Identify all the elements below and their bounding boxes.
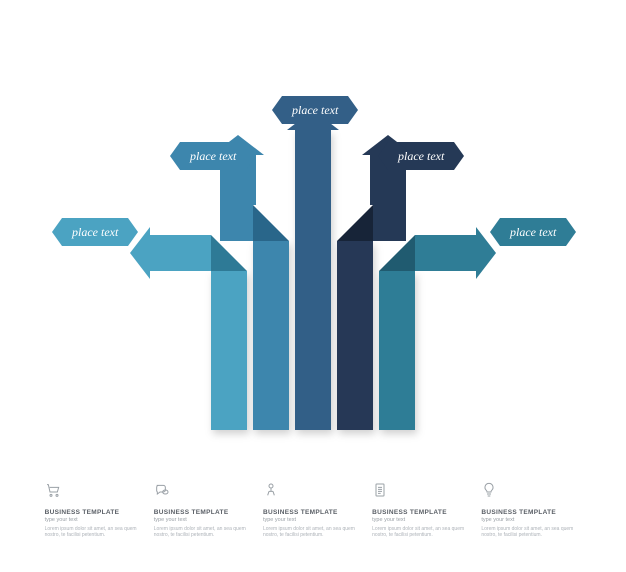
footer-title: BUSINESS TEMPLATE (45, 509, 145, 516)
footer-subtitle: type your text (45, 517, 145, 523)
badge-label: place text (510, 225, 556, 240)
footer-title: BUSINESS TEMPLATE (481, 509, 581, 516)
footer-title: BUSINESS TEMPLATE (154, 509, 254, 516)
footer-subtitle: type your text (154, 517, 254, 523)
badge-arrow-4: place text (388, 142, 454, 170)
footer-row: BUSINESS TEMPLATEtype your textLorem ips… (0, 482, 626, 540)
badge-label: place text (292, 103, 338, 118)
footer-body: Lorem ipsum dolor sit amet, an sea quem … (481, 526, 581, 540)
badge-label: place text (190, 149, 236, 164)
footer-subtitle: type your text (372, 517, 472, 523)
footer-item-5: BUSINESS TEMPLATEtype your text Lorem ips… (481, 482, 581, 540)
cart-icon (45, 482, 145, 503)
badge-arrow-3: place text (282, 96, 348, 124)
document-icon (372, 482, 472, 503)
footer-item-1: BUSINESS TEMPLATEtype your text Lorem ips… (45, 482, 145, 540)
footer-body: Lorem ipsum dolor sit amet, an sea quem … (372, 526, 472, 540)
footer-title: BUSINESS TEMPLATE (372, 509, 472, 516)
badge-label: place text (398, 149, 444, 164)
badge-arrow-1: place text (62, 218, 128, 246)
footer-item-4: BUSINESS TEMPLATEtype your text Lorem ips… (372, 482, 472, 540)
chat-icon (154, 482, 254, 503)
footer-body: Lorem ipsum dolor sit amet, an sea quem … (154, 526, 254, 540)
badge-arrow-2: place text (180, 142, 246, 170)
person-icon (263, 482, 363, 503)
bulb-icon (481, 482, 581, 503)
footer-title: BUSINESS TEMPLATE (263, 509, 363, 516)
footer-subtitle: type your text (481, 517, 581, 523)
badge-arrow-5: place text (500, 218, 566, 246)
footer-subtitle: type your text (263, 517, 363, 523)
badge-label: place text (72, 225, 118, 240)
footer-item-3: BUSINESS TEMPLATEtype your text Lorem ips… (263, 482, 363, 540)
footer-body: Lorem ipsum dolor sit amet, an sea quem … (263, 526, 363, 540)
footer-item-2: BUSINESS TEMPLATEtype your text Lorem ips… (154, 482, 254, 540)
footer-body: Lorem ipsum dolor sit amet, an sea quem … (45, 526, 145, 540)
